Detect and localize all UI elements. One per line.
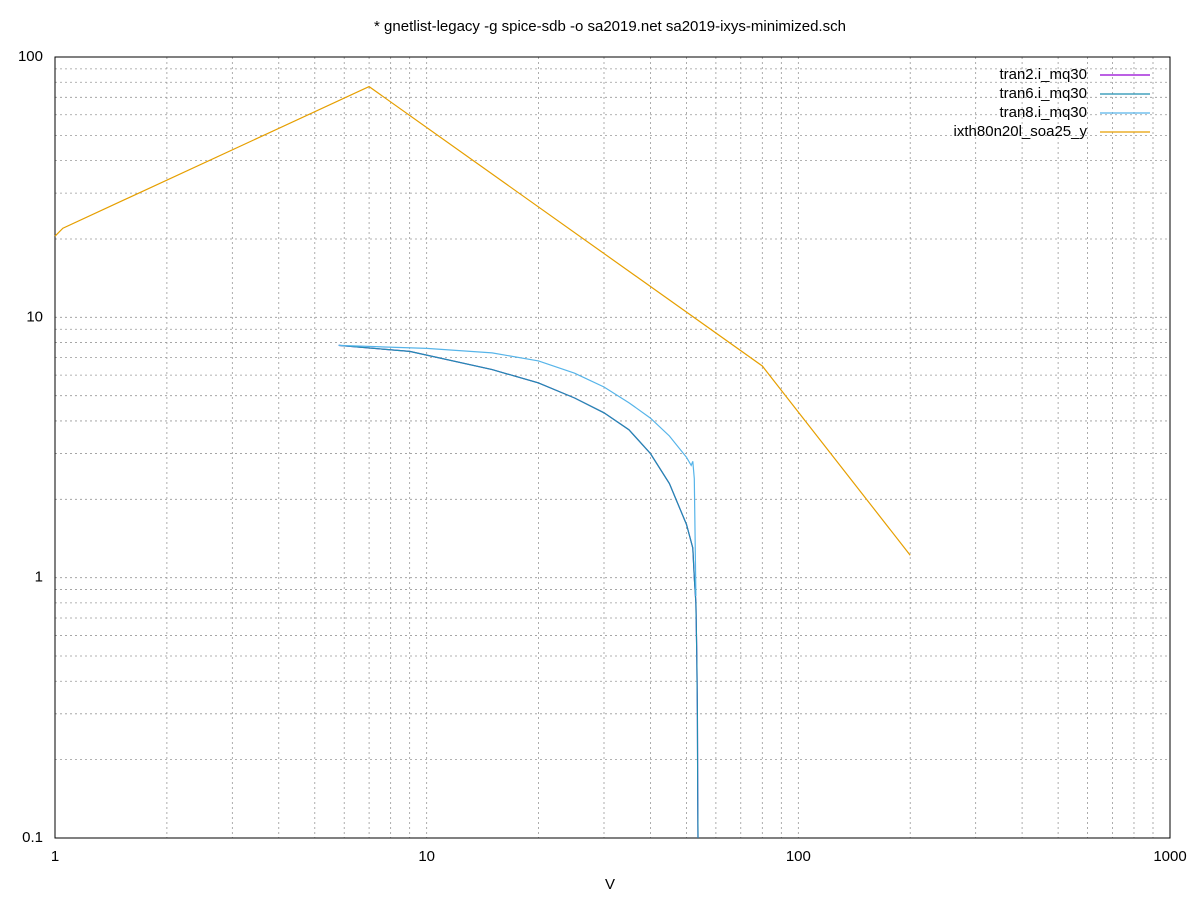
series-line xyxy=(338,344,697,597)
y-tick-label: 10 xyxy=(26,308,43,325)
x-tick-label: 10 xyxy=(418,848,435,865)
x-axis-label: V xyxy=(605,876,615,893)
x-tick-label: 100 xyxy=(786,848,811,865)
chart-title: * gnetlist-legacy -g spice-sdb -o sa2019… xyxy=(374,18,846,35)
legend-label: tran6.i_mq30 xyxy=(999,85,1087,102)
y-tick-label: 0.1 xyxy=(22,829,43,846)
x-tick-label: 1 xyxy=(51,848,59,865)
x-tick-label: 1000 xyxy=(1153,848,1186,865)
series-line xyxy=(338,344,699,839)
legend-label: ixth80n20l_soa25_y xyxy=(954,123,1088,140)
legend-label: tran2.i_mq30 xyxy=(999,66,1087,83)
series-line xyxy=(54,85,911,556)
y-tick-label: 1 xyxy=(35,569,43,586)
y-tick-label: 100 xyxy=(18,48,43,65)
plot-border xyxy=(54,56,1171,839)
legend-label: tran8.i_mq30 xyxy=(999,104,1087,121)
